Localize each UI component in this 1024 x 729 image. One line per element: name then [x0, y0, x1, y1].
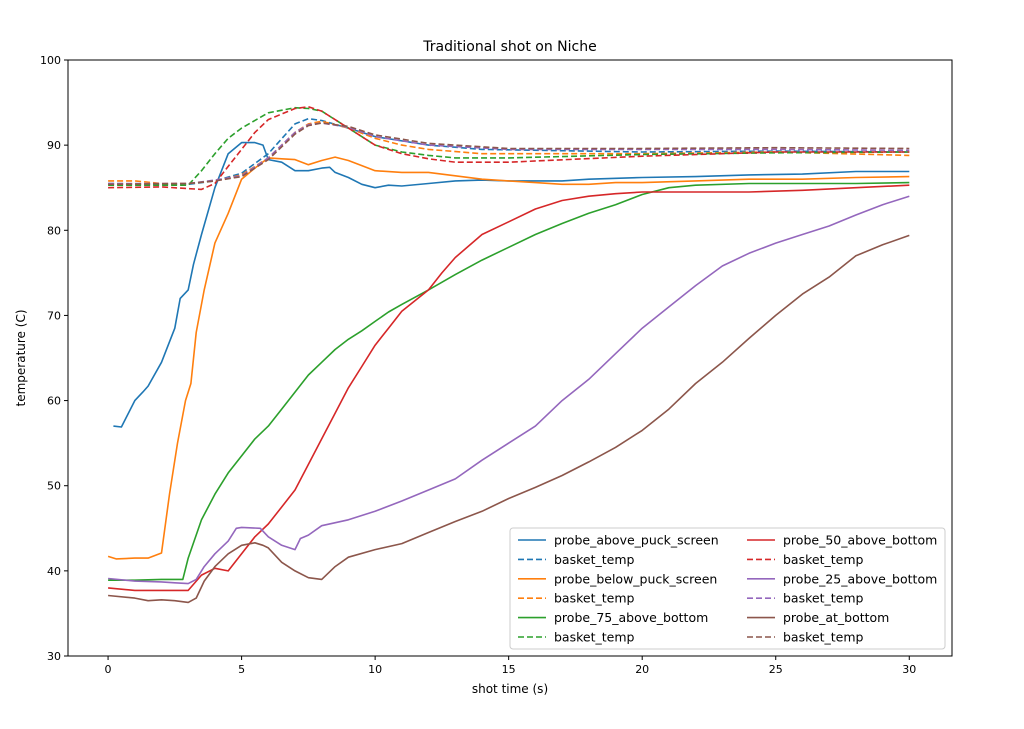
- x-axis: 0 5 10 15 20 25 30: [105, 656, 916, 676]
- legend-label: probe_below_puck_screen: [554, 571, 717, 586]
- x-tick-label: 0: [105, 663, 112, 676]
- x-tick-label: 15: [502, 663, 516, 676]
- x-tick-label: 10: [368, 663, 382, 676]
- x-tick-label: 5: [238, 663, 245, 676]
- y-tick-label: 60: [47, 395, 61, 408]
- legend-label: probe_25_above_bottom: [783, 571, 937, 586]
- y-axis-label: temperature (C): [14, 310, 28, 407]
- legend-label: probe_75_above_bottom: [554, 610, 708, 625]
- y-tick-label: 100: [40, 54, 61, 67]
- series-line-0-probe-above-puck-screen: [113, 141, 910, 428]
- legend-label: basket_temp: [554, 630, 635, 645]
- y-tick-label: 40: [47, 565, 61, 578]
- legend-frame: [509, 527, 946, 650]
- axes-frame: [67, 59, 953, 657]
- y-tick-label: 80: [47, 224, 61, 237]
- legend-label: probe_above_puck_screen: [554, 533, 719, 548]
- y-tick-label: 30: [47, 650, 61, 663]
- x-tick-label: 25: [769, 663, 783, 676]
- y-tick-label: 70: [47, 309, 61, 322]
- series-line-6-probe-50-above-bottom: [108, 184, 910, 592]
- chart-title: Traditional shot on Niche: [422, 39, 596, 55]
- legend-label: basket_temp: [783, 552, 864, 567]
- plot-area: [107, 106, 910, 604]
- series-line-4-probe-75-above-bottom: [108, 181, 910, 581]
- legend-label: probe_at_bottom: [783, 610, 889, 625]
- y-tick-label: 90: [47, 139, 61, 152]
- legend-label: basket_temp: [783, 591, 864, 606]
- series-line-5-basket-temp: [108, 106, 910, 186]
- x-axis-label: shot time (s): [472, 682, 548, 696]
- series-line-8-probe-25-above-bottom: [108, 195, 910, 585]
- legend-label: basket_temp: [783, 630, 864, 645]
- y-axis: 30 40 50 60 70 80 90 100: [40, 54, 68, 663]
- legend-label: probe_50_above_bottom: [783, 533, 937, 548]
- legend-label: basket_temp: [554, 591, 635, 606]
- x-tick-label: 20: [635, 663, 649, 676]
- series-line-2-probe-below-puck-screen: [107, 156, 910, 560]
- y-tick-label: 50: [47, 480, 61, 493]
- legend-label: basket_temp: [554, 552, 635, 567]
- x-tick-label: 30: [902, 663, 916, 676]
- legend: probe_above_puck_screen basket_temp probe_…: [509, 527, 946, 650]
- series-line-10-probe-at-bottom: [108, 234, 910, 604]
